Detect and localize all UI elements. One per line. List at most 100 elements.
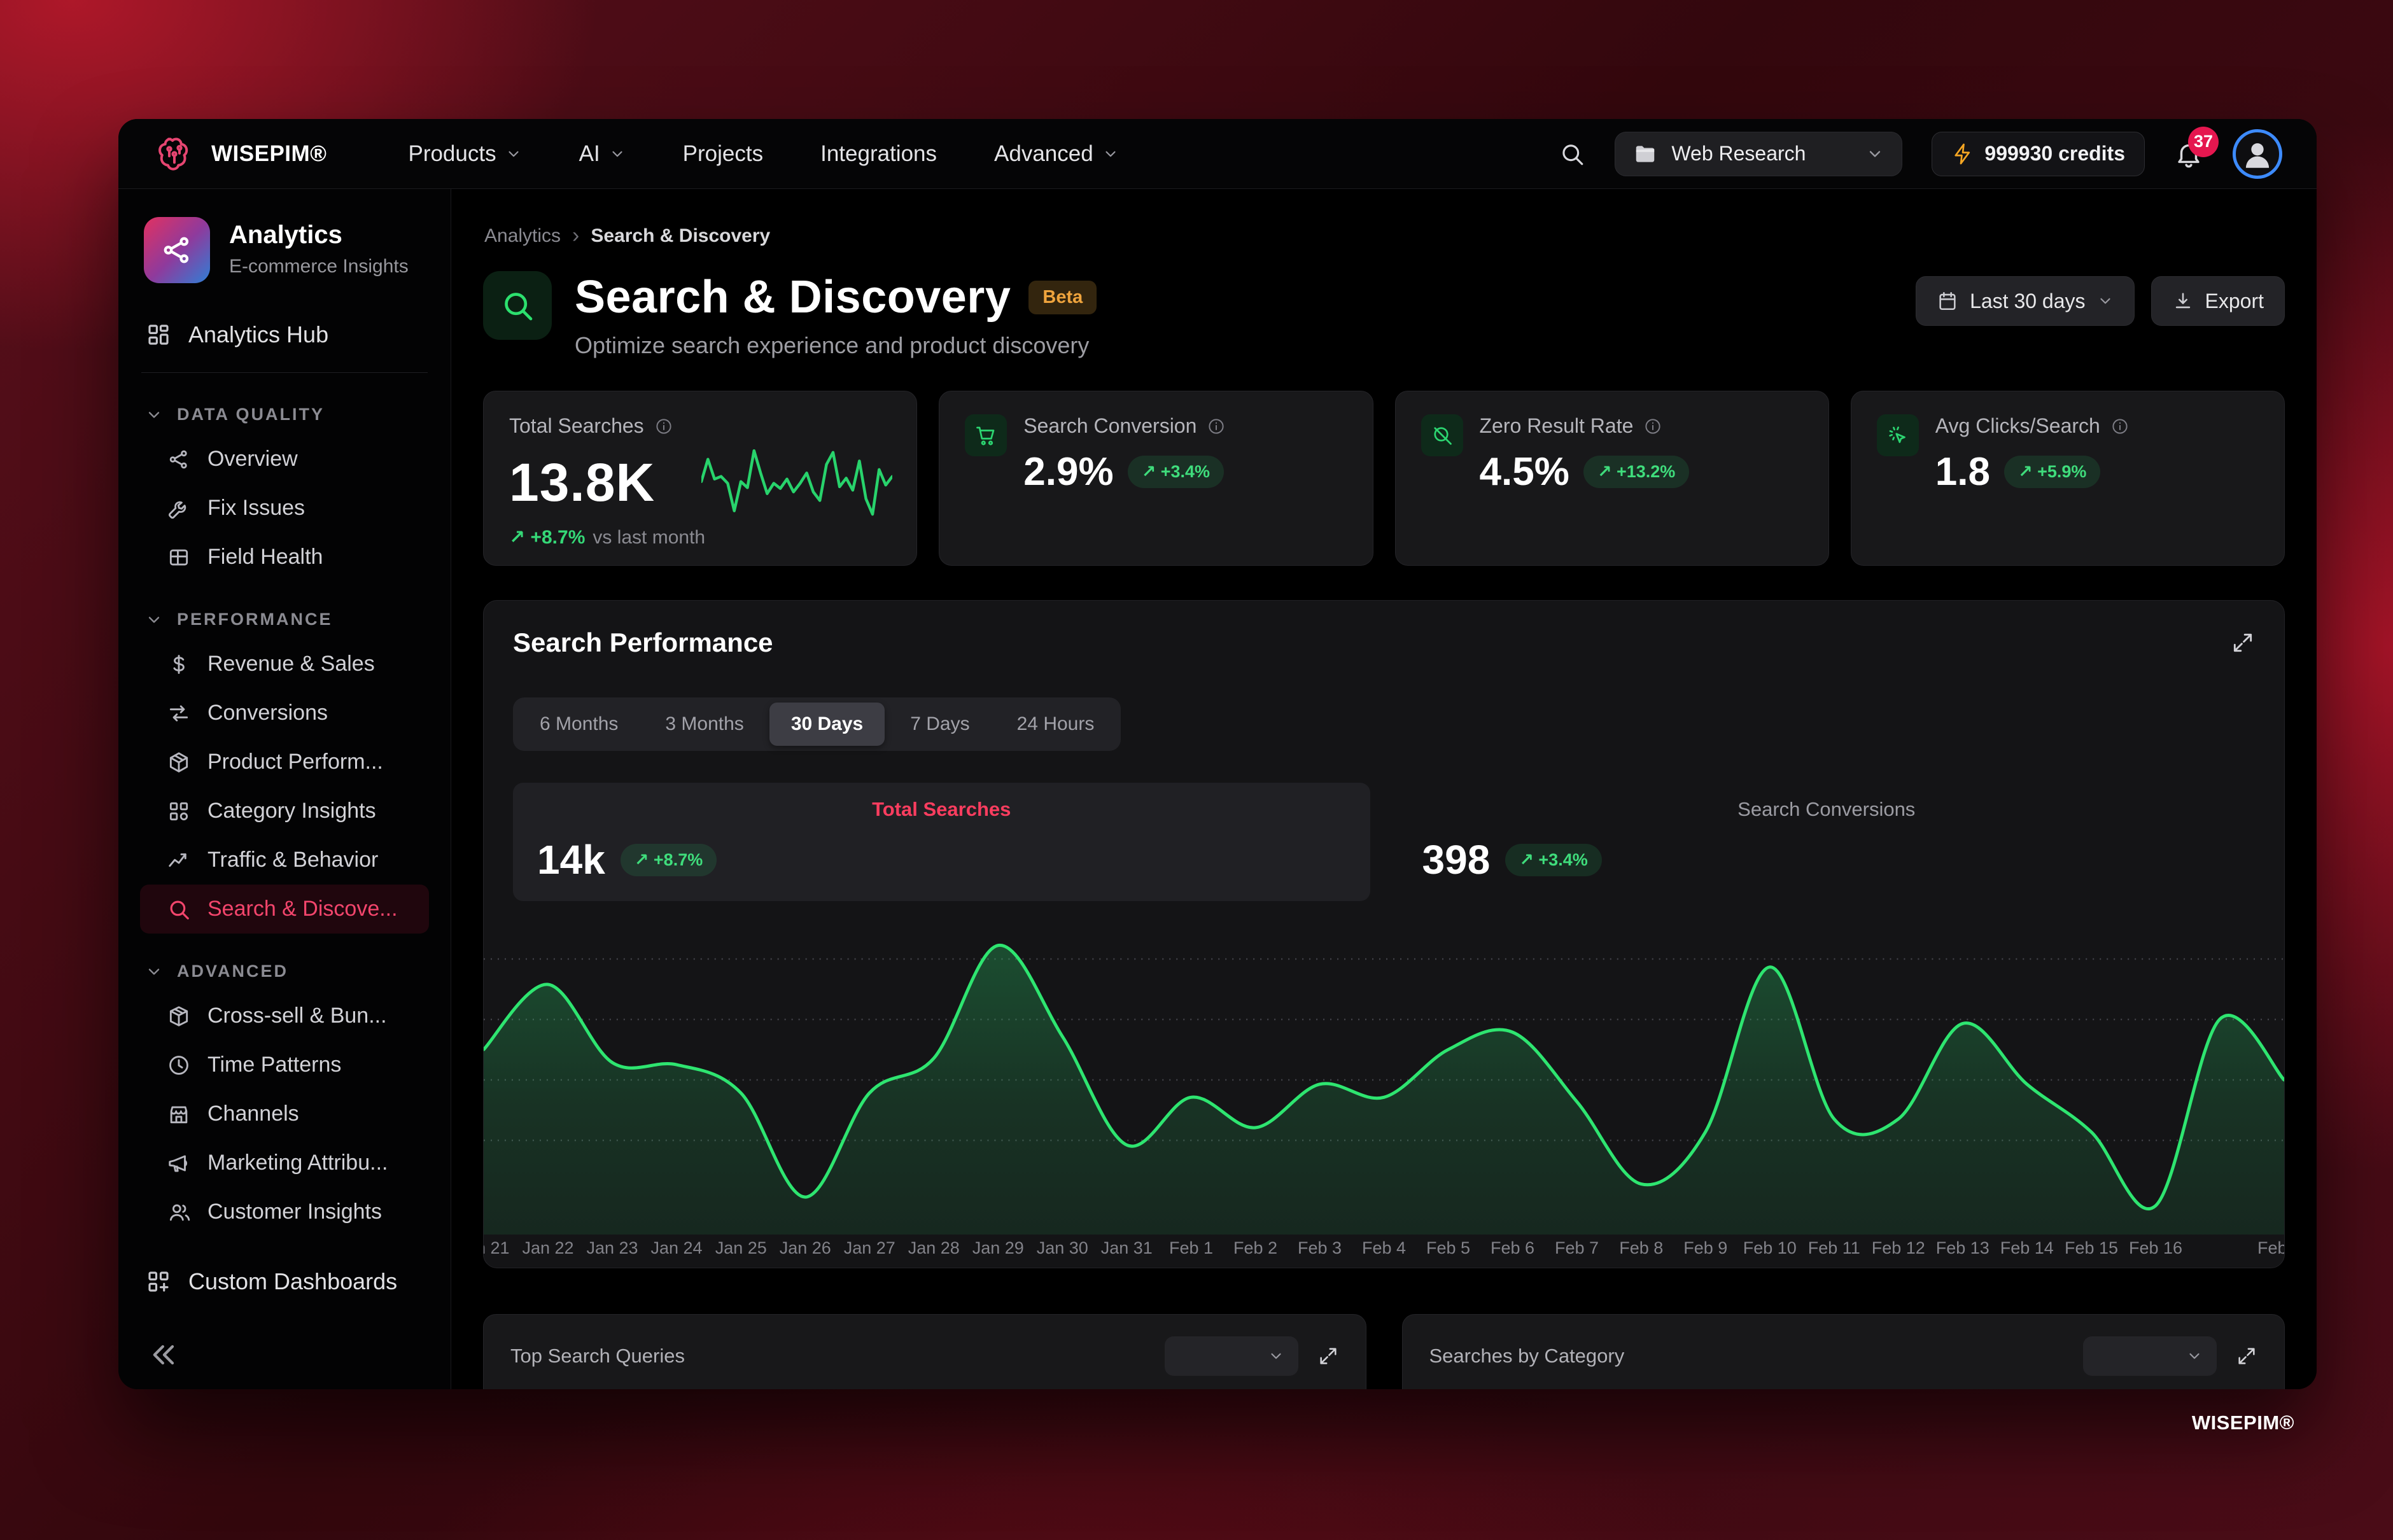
tab-24-hours[interactable]: 24 Hours <box>1016 713 1095 734</box>
kpi-card-search-conversion[interactable]: Search Conversion 2.9% ↗ +3.4% <box>939 391 1373 566</box>
sidebar-item-field-health[interactable]: Field Health <box>140 533 429 582</box>
tab-3-months[interactable]: 3 Months <box>665 713 744 734</box>
legend-change-pill: ↗ +3.4% <box>1505 843 1602 876</box>
sidebar-item-custom-dashboards[interactable]: Custom Dashboards <box>140 1254 429 1309</box>
credits-button[interactable]: 999930 credits <box>1932 131 2145 176</box>
store-icon <box>167 1102 191 1126</box>
cursor-icon <box>1876 414 1919 456</box>
avatar[interactable] <box>2233 129 2282 179</box>
search-off-icon <box>1421 414 1463 456</box>
section-header-performance[interactable]: PERFORMANCE <box>140 582 429 640</box>
expand-icon[interactable] <box>2231 631 2255 655</box>
sidebar-item-category-insights[interactable]: Category Insights <box>140 787 429 836</box>
sidebar-app-header[interactable]: Analytics E-commerce Insights <box>140 214 429 307</box>
kpi-card-zero-result-rate[interactable]: Zero Result Rate 4.5% ↗ +13.2% <box>1394 391 1829 566</box>
sidebar-item-time-patterns[interactable]: Time Patterns <box>140 1040 429 1089</box>
x-tick-label: Feb 16 <box>2128 1238 2183 1257</box>
kpi-card-avg-clicks-search[interactable]: Avg Clicks/Search 1.8 ↗ +5.9% <box>1850 391 2285 566</box>
sidebar-item-overview[interactable]: Overview <box>140 435 429 484</box>
date-range-button[interactable]: Last 30 days <box>1916 276 2135 326</box>
scatter-icon <box>167 447 191 472</box>
dollar-icon <box>167 652 191 676</box>
trend-icon <box>167 848 191 872</box>
notifications-button[interactable]: 37 <box>2174 126 2219 169</box>
info-icon[interactable] <box>2110 417 2130 436</box>
section-label: ADVANCED <box>177 962 289 981</box>
search-icon[interactable] <box>1559 141 1585 167</box>
legend-label: Search Conversions <box>1737 798 1916 820</box>
series-legend: Total Searches 14k ↗ +8.7% Search Conver… <box>513 783 2255 901</box>
kpi-change: ↗ +8.7% <box>509 527 586 548</box>
nav-item-products[interactable]: Products <box>408 141 521 167</box>
sidebar-item-label: Field Health <box>207 545 323 569</box>
dashboard-grid-icon <box>145 321 172 348</box>
tab-6-months[interactable]: 6 Months <box>540 713 619 734</box>
sidebar-item-channels[interactable]: Channels <box>140 1089 429 1138</box>
sidebar-item-label: Custom Dashboards <box>188 1268 398 1294</box>
sidebar-item-label: Cross-sell & Bun... <box>207 1004 387 1028</box>
tab-7-days[interactable]: 7 Days <box>910 713 970 734</box>
nav-item-projects[interactable]: Projects <box>683 141 763 167</box>
sidebar-item-fix-issues[interactable]: Fix Issues <box>140 484 429 533</box>
app-title: Analytics <box>229 221 342 249</box>
sidebar-item-cross-sell-bun-[interactable]: Cross-sell & Bun... <box>140 991 429 1040</box>
info-icon[interactable] <box>1643 417 1662 436</box>
queries-filter-select[interactable] <box>1164 1336 1298 1376</box>
kpi-card-total-searches[interactable]: Total Searches 13.8K ↗ +8.7% vs last mon… <box>483 391 918 566</box>
timeframe-tabs: 6 Months 3 Months 30 Days 7 Days 24 Hours <box>513 697 1121 751</box>
x-tick-label: Jan 28 <box>908 1238 960 1257</box>
kpi-title: Zero Result Rate <box>1479 414 1634 437</box>
sidebar-item-product-perform-[interactable]: Product Perform... <box>140 738 429 787</box>
chart-canvas <box>484 944 2284 1235</box>
x-tick-label: Jan 26 <box>779 1238 831 1257</box>
sidebar-item-marketing-attribu-[interactable]: Marketing Attribu... <box>140 1138 429 1187</box>
export-button[interactable]: Export <box>2151 276 2285 326</box>
info-icon[interactable] <box>1207 417 1226 436</box>
chevron-down-icon <box>2097 293 2114 309</box>
legend-value: 398 <box>1422 837 1491 883</box>
kpi-cards: Total Searches 13.8K ↗ +8.7% vs last mon… <box>483 391 2285 566</box>
sidebar-item-revenue-sales[interactable]: Revenue & Sales <box>140 640 429 689</box>
legend-total-searches[interactable]: Total Searches 14k ↗ +8.7% <box>513 783 1370 901</box>
nav-item-integrations[interactable]: Integrations <box>820 141 937 167</box>
tab-30-days[interactable]: 30 Days <box>769 703 885 746</box>
x-tick-label: Feb 6 <box>1490 1238 1535 1257</box>
x-tick-label: Jan 27 <box>843 1238 895 1257</box>
clock-icon <box>167 1053 191 1077</box>
sidebar-section-data-quality: DATA QUALITY Overview Fix Issues Field H… <box>140 377 429 582</box>
expand-icon[interactable] <box>1317 1345 1339 1367</box>
package-icon <box>167 1004 191 1028</box>
x-tick-label: Feb 11 <box>1807 1238 1860 1257</box>
category-filter-select[interactable] <box>2083 1336 2217 1376</box>
sidebar-item-customer-insights[interactable]: Customer Insights <box>140 1187 429 1236</box>
sidebar-item-label: Product Perform... <box>207 750 383 774</box>
x-tick-label: Feb 8 <box>1619 1238 1664 1257</box>
workspace-select[interactable]: Web Research <box>1615 131 1903 176</box>
chevron-down-icon <box>1866 145 1884 163</box>
legend-search-conversions[interactable]: Search Conversions 398 ↗ +3.4% <box>1398 783 2256 901</box>
bottom-cards: Top Search Queries Most <box>483 1314 2285 1389</box>
expand-icon[interactable] <box>2236 1345 2257 1367</box>
sidebar-item-traffic-behavior[interactable]: Traffic & Behavior <box>140 836 429 885</box>
sidebar-item-analytics-hub[interactable]: Analytics Hub <box>140 307 429 362</box>
breadcrumb-analytics[interactable]: Analytics <box>484 225 561 246</box>
x-tick-label: Feb 3 <box>1297 1238 1342 1257</box>
x-tick-label: Feb 15 <box>2064 1238 2119 1257</box>
sidebar-collapse-button[interactable] <box>148 1338 181 1371</box>
legend-value: 14k <box>537 837 605 883</box>
sidebar-item-search-discove-[interactable]: Search & Discove... <box>140 885 429 934</box>
chevron-down-icon <box>145 963 163 981</box>
info-icon[interactable] <box>654 417 673 436</box>
top-search-queries-card: Top Search Queries Most <box>483 1314 1366 1389</box>
nav-item-ai[interactable]: AI <box>579 141 626 167</box>
sidebar: Analytics E-commerce Insights Analytics … <box>118 189 451 1389</box>
credits-label: 999930 credits <box>1984 142 2125 165</box>
x-tick-label: Feb 18 <box>2257 1238 2285 1257</box>
grid-icon <box>167 799 191 823</box>
cube-icon <box>167 750 191 774</box>
sidebar-item-conversions[interactable]: Conversions <box>140 689 429 738</box>
section-label: DATA QUALITY <box>177 405 325 424</box>
section-header-data-quality[interactable]: DATA QUALITY <box>140 377 429 435</box>
section-header-advanced[interactable]: ADVANCED <box>140 934 429 991</box>
nav-item-advanced[interactable]: Advanced <box>994 141 1119 167</box>
